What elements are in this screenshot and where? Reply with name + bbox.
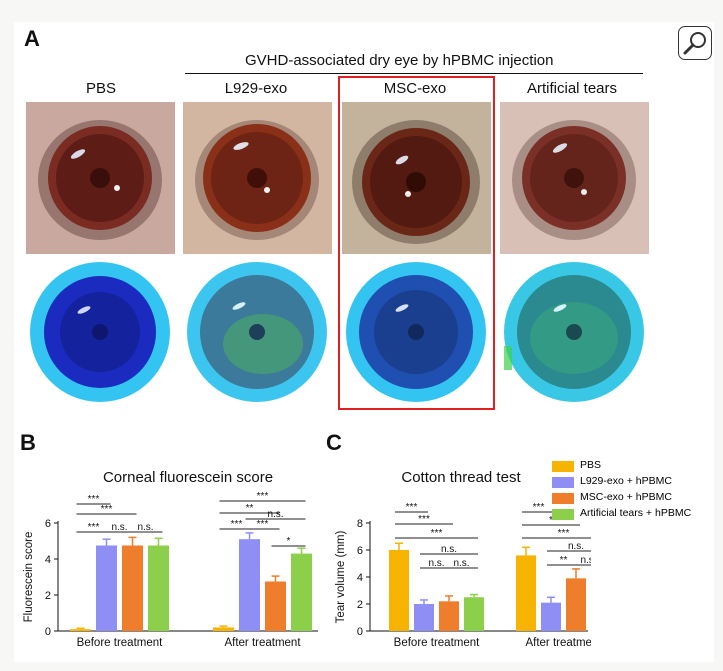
x-tick-label: After treatment [224,637,301,649]
legend-item: L929-exo + hPBMC [552,475,712,491]
sig-label: *** [533,502,545,513]
fluor-photo-l929 [183,258,332,406]
y-tick-label: 0 [357,626,363,638]
legend-swatch [552,493,574,504]
sig-label: n.s. [111,522,127,533]
group-header: GVHD-associated dry eye by hPBMC injecti… [245,52,554,69]
legend-label: PBS [580,459,602,471]
sig-label: n.s. [580,555,591,566]
chart-title: Corneal fluorescein score [103,469,273,486]
sig-label: *** [418,514,430,525]
eye-photo-artificial [500,102,649,254]
y-axis-label: Tear volume (mm) [335,531,347,624]
chart-cotton-thread: Cotton thread test Tear volume (mm) 0 2 4 6 8 B… [335,469,591,649]
sig-label: n.s. [453,558,469,569]
x-tick-label: After treatment [525,637,591,649]
panel-a-label: A [24,26,40,51]
x-tick-label: Before treatment [394,637,480,649]
panel-b-label: B [20,430,36,455]
sig-label: * [549,515,553,526]
sig-label: *** [101,504,113,515]
sig-label: n.s. [428,558,444,569]
sig-label: *** [231,519,243,530]
y-tick-label: 8 [357,518,363,530]
sig-label: * [287,536,291,547]
x-tick-label: Before treatment [77,637,163,649]
sig-label: *** [431,528,443,539]
legend-item: Artificial tears + hPBMC [552,507,712,523]
legend-label: Artificial tears + hPBMC [580,507,692,519]
chart-title: Cotton thread test [401,469,521,486]
sig-label: *** [88,494,100,505]
sig-label: *** [558,528,570,539]
y-tick-label: 2 [357,599,363,611]
legend: PBS L929-exo + hPBMC MSC-exo + hPBMC Art… [552,459,712,523]
sig-label: ** [246,503,254,514]
y-tick-label: 4 [357,572,363,584]
sig-label: n.s. [568,541,584,552]
fluor-photo-msc [342,258,491,406]
bar [265,581,286,631]
legend-item: MSC-exo + hPBMC [552,491,712,507]
zoom-button[interactable] [678,26,712,60]
bar [148,545,169,631]
bar [516,555,536,631]
legend-label: L929-exo + hPBMC [580,475,672,487]
sig-label: *** [257,519,269,530]
bar [464,597,484,631]
sig-label: n.s. [137,522,153,533]
y-tick-label: 6 [45,518,51,530]
fluor-photo-pbs [26,258,175,406]
col-header-pbs: PBS [85,80,116,97]
bar [541,602,561,631]
eye-photo-pbs [26,102,175,254]
sig-label: *** [88,522,100,533]
legend-swatch [552,477,574,488]
bar [389,550,409,631]
legend-swatch [552,509,574,520]
bar [213,627,234,631]
bar [414,604,434,631]
col-header-msc: MSC-exo [383,80,447,97]
group-header-rule [185,73,643,74]
sig-label: *** [257,491,269,502]
magnifier-icon [683,32,706,55]
y-tick-label: 6 [357,545,363,557]
highlight-box-msc [338,76,495,410]
bar [96,545,117,631]
eye-photo-l929 [183,102,332,254]
fluor-photo-artificial [500,258,649,406]
panel-c-label: C [326,430,342,455]
sig-label: *** [406,502,418,513]
bar [239,539,260,631]
sig-label: n.s. [267,509,283,520]
y-axis-label: Fluorescein score [23,532,35,623]
y-tick-label: 2 [45,590,51,602]
sig-label: n.s. [441,544,457,555]
bar [439,601,459,631]
legend-item: PBS [552,459,712,475]
legend-label: MSC-exo + hPBMC [580,491,672,503]
bar [70,629,91,631]
bar [122,545,143,631]
eye-photo-msc [342,102,491,254]
legend-swatch [552,461,574,472]
chart-fluorescein: Corneal fluorescein score Fluorescein sco… [23,469,318,649]
y-tick-label: 4 [45,554,51,566]
bar [566,578,586,631]
sig-label: ** [560,555,568,566]
col-header-artificial: Artificial tears [526,80,618,97]
y-tick-label: 0 [45,626,51,638]
col-header-l929: L929-exo [224,80,288,97]
bar [291,553,312,631]
